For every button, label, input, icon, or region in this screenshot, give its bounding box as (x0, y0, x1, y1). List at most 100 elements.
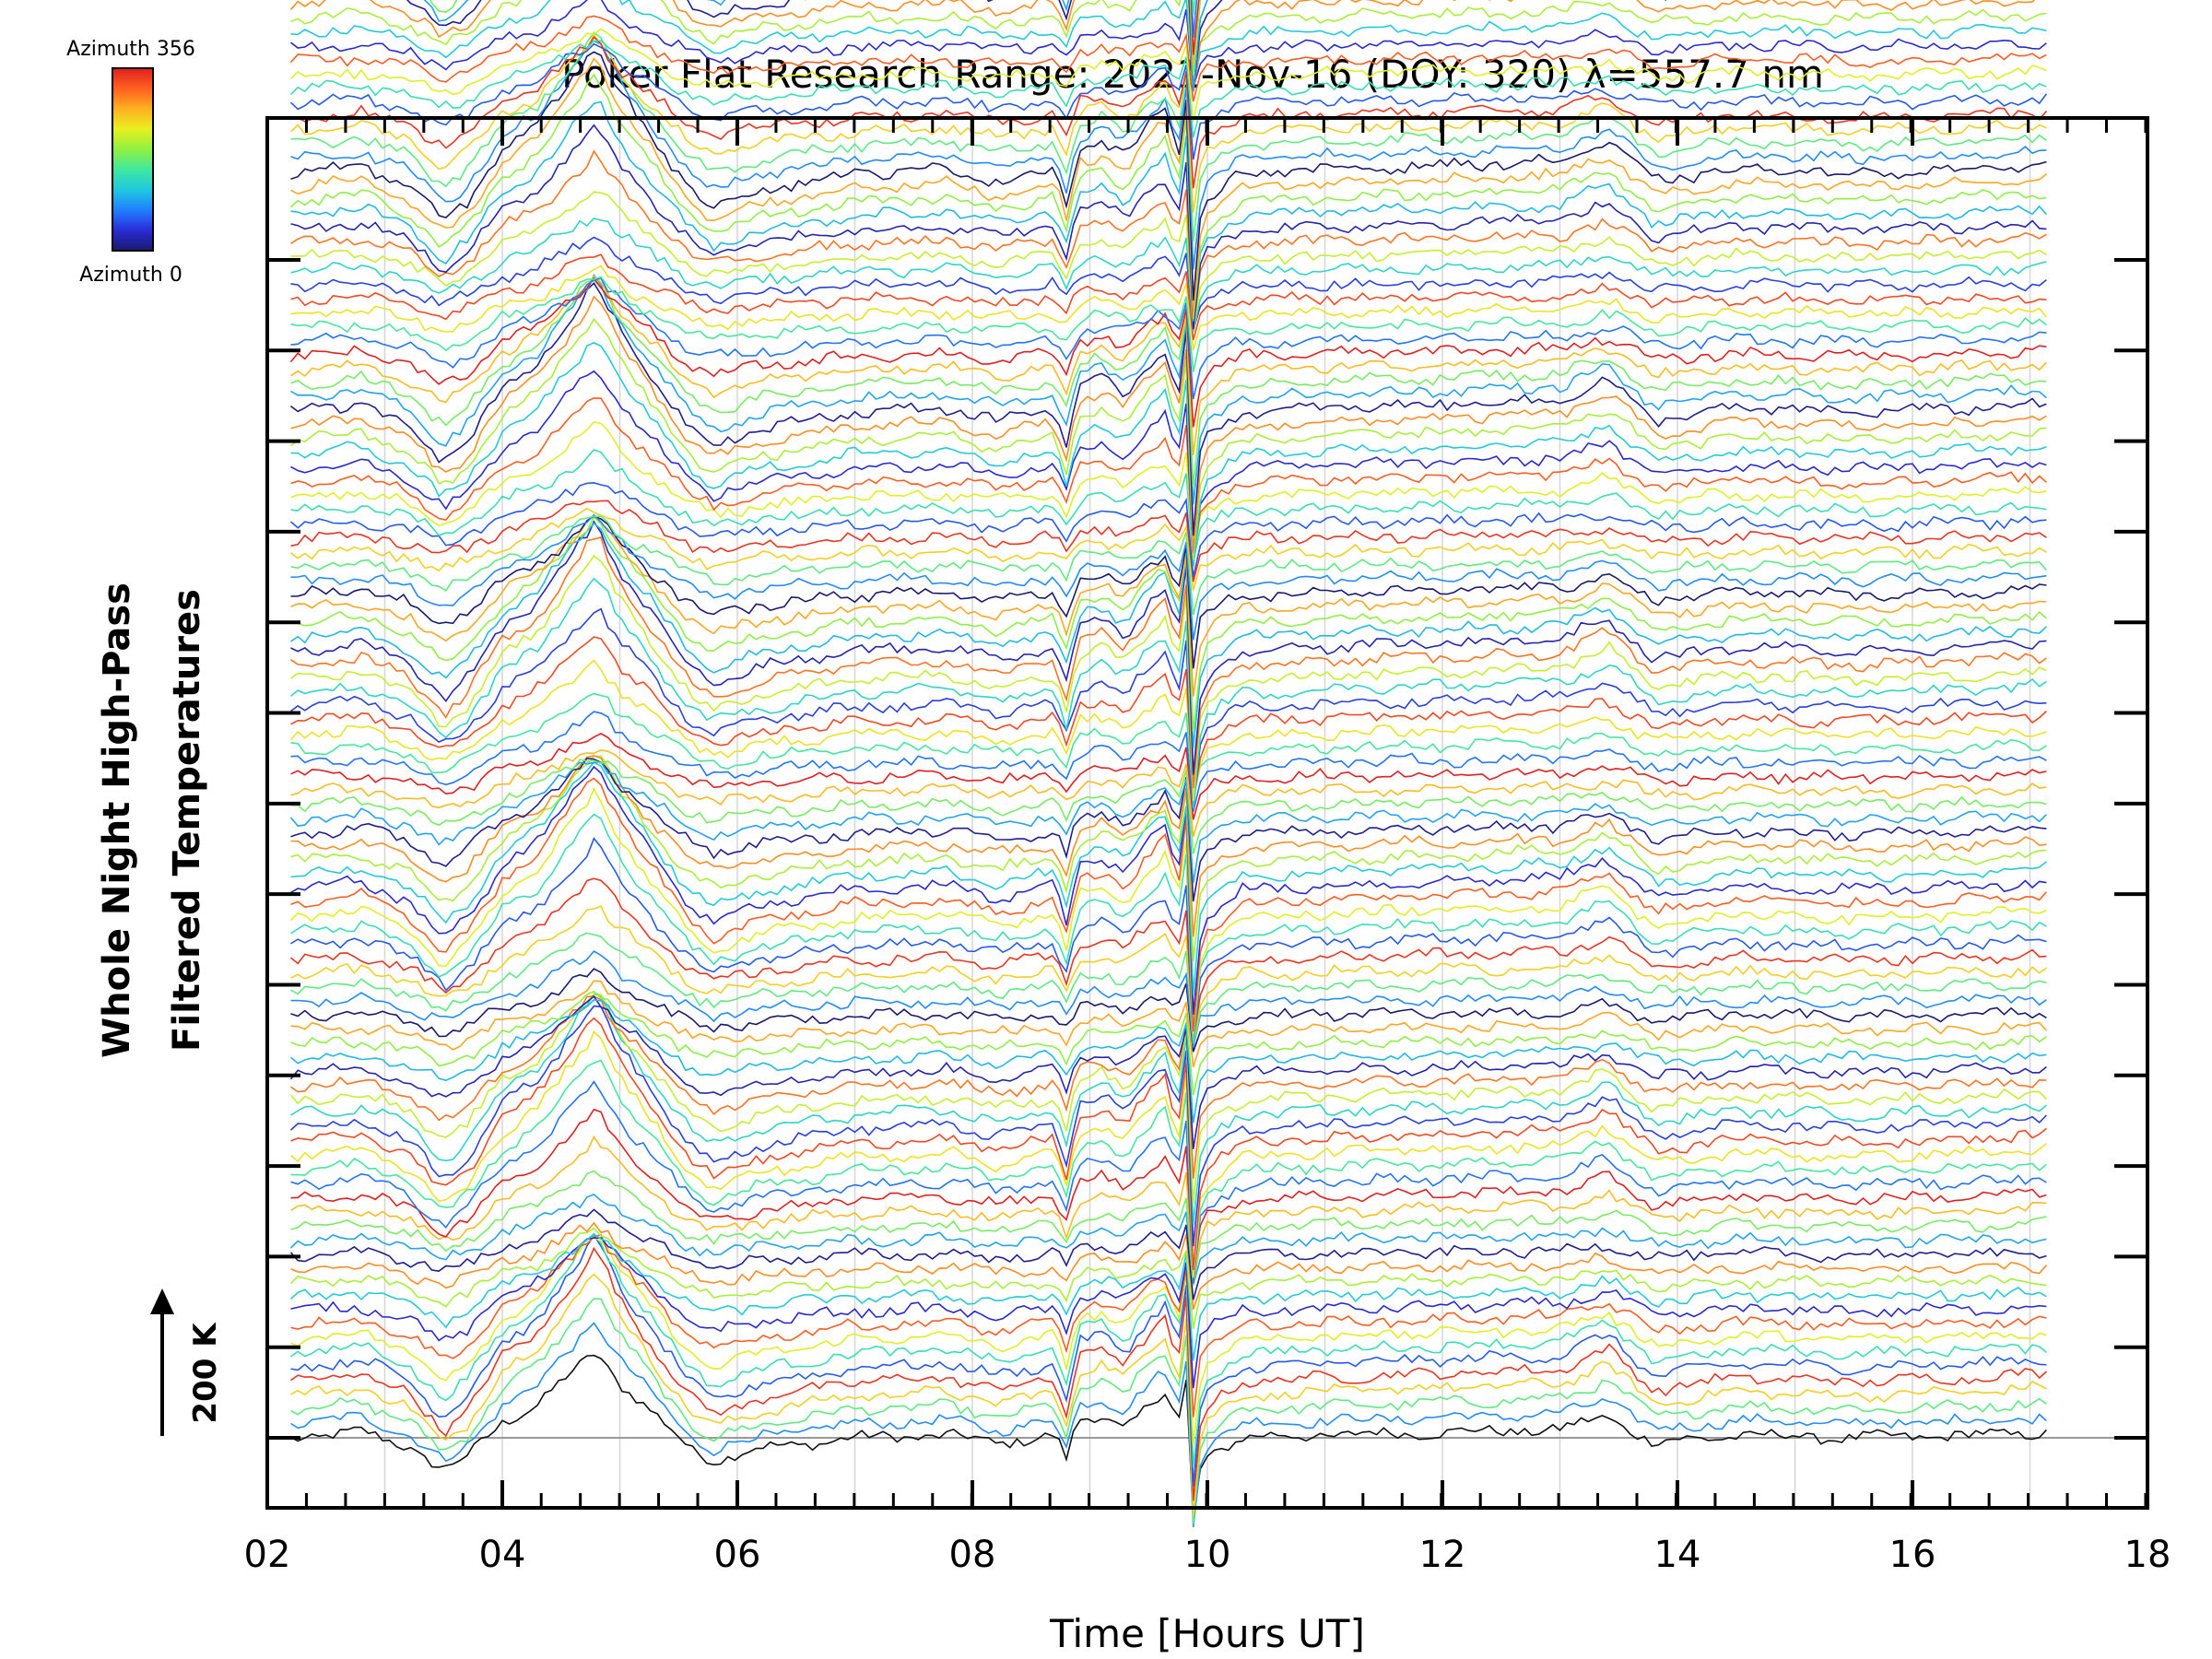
series-line (290, 748, 2047, 838)
series-line (290, 0, 2047, 90)
series-line (290, 1236, 2047, 1444)
y-axis-title-line2: Filtered Temperatures (166, 589, 208, 1052)
series-line (290, 837, 2047, 1045)
series-line (290, 636, 2047, 801)
series-line (289, 1208, 2047, 1300)
series-line (289, 577, 2047, 809)
series-line (290, 995, 2047, 1179)
series-line (290, 0, 2047, 88)
series-line (290, 520, 2047, 775)
colorbar-top-label: Azimuth 356 (66, 38, 195, 61)
series-line (290, 421, 2047, 562)
series-line (290, 905, 2047, 1046)
series-line (290, 342, 2047, 567)
series-line (289, 1232, 2047, 1361)
series-line (289, 877, 2047, 1041)
x-tick-label: 18 (2124, 1534, 2171, 1576)
series-line (289, 481, 2047, 578)
scale-bar: 200 K (150, 1288, 224, 1436)
series-line (289, 999, 2047, 1124)
series-line (290, 513, 2047, 641)
series-line (289, 40, 2047, 138)
scale-bar-label: 200 K (187, 1322, 224, 1424)
series-line (1191, 0, 1198, 38)
x-tick-label: 10 (1184, 1534, 1231, 1576)
y-axis-title-line1: Whole Night High-Pass (96, 582, 138, 1058)
x-tick-label: 12 (1419, 1534, 1466, 1576)
x-axis-title: Time [Hours UT] (1049, 1611, 1365, 1656)
series-line (290, 711, 2047, 812)
series-line (290, 1246, 2047, 1501)
azimuth-colorbar: Azimuth 356 Azimuth 0 (66, 38, 195, 287)
series-line (290, 949, 2047, 1048)
series-line (290, 1059, 2047, 1277)
series-line (290, 536, 2047, 789)
series-line (290, 253, 2047, 341)
series-line (290, 397, 2047, 559)
series-line (290, 0, 2047, 88)
series-line (289, 994, 2047, 1149)
series-line (290, 449, 2047, 562)
series-line (290, 191, 2047, 332)
series-line (290, 732, 2047, 820)
series-line (290, 1322, 2047, 1527)
series-line (290, 980, 2047, 1067)
scale-bar-arrowhead (150, 1288, 174, 1314)
series-line (290, 276, 2047, 372)
series-line (290, 515, 2047, 669)
series-line (290, 279, 2047, 488)
series-line (290, 36, 2048, 189)
series-line (290, 522, 2047, 748)
series-line (290, 755, 2047, 937)
series-line (290, 932, 2047, 1046)
series-line (290, 1017, 2047, 1270)
series-line (289, 73, 2047, 319)
series-line (290, 149, 2047, 331)
series-line (290, 777, 2048, 1032)
series-line (290, 554, 2047, 802)
series-line (290, 765, 2047, 1015)
series-line (290, 31, 2047, 241)
series-line (290, 1170, 2047, 1287)
series-line (289, 993, 2047, 1204)
series-line (290, 1233, 2047, 1487)
x-tick-label: 14 (1654, 1534, 1701, 1576)
series-line (290, 993, 2047, 1225)
series-line (289, 0, 2036, 92)
series-line (290, 514, 2047, 697)
series-line (289, 761, 2047, 884)
series-line (290, 100, 2047, 322)
series-line (290, 759, 2047, 854)
series-line (289, 276, 2047, 428)
series-line (290, 507, 2047, 591)
series-line (289, 659, 2047, 799)
series-line (290, 692, 2047, 799)
x-tick-label: 16 (1889, 1534, 1936, 1576)
series-line (290, 1298, 2047, 1524)
series-line (290, 1135, 2047, 1283)
series-line (290, 990, 2047, 1096)
series-line (290, 515, 2048, 616)
series-line (290, 755, 2047, 962)
series-line (289, 15, 2047, 102)
x-tick-labels: 02 04 06 08 10 12 14 16 18 (244, 1534, 2171, 1576)
series-line (290, 500, 2047, 582)
x-tick-label: 04 (479, 1534, 526, 1576)
series-line (290, 515, 2047, 732)
axis-ticks (265, 118, 2149, 1508)
series-line (290, 1273, 2047, 1516)
colorbar-gradient (112, 67, 154, 252)
series-line (289, 1030, 2047, 1278)
series-line (290, 218, 2047, 333)
series-lines (289, 0, 2048, 1527)
series-line (290, 761, 2047, 995)
x-tick-label: 02 (244, 1534, 291, 1576)
series-line (289, 1005, 2047, 1247)
x-tick-label: 08 (949, 1534, 996, 1576)
series-line (290, 265, 2048, 351)
series-line (290, 1080, 2047, 1284)
series-line (290, 124, 2047, 330)
series-line (289, 42, 2048, 160)
series-line (290, 1354, 2047, 1518)
